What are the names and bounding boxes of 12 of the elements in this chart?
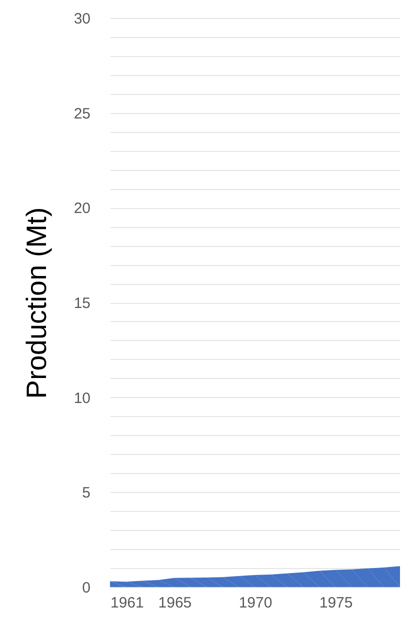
x-tick-label: 1965: [158, 594, 192, 612]
y-tick-label: 20: [74, 200, 90, 218]
x-tick-label: 1975: [319, 594, 353, 612]
y-tick-label: 0: [82, 580, 90, 596]
y-tick-label: 30: [74, 10, 90, 28]
y-tick-label: 15: [74, 295, 90, 312]
y-tick-label: 5: [82, 484, 90, 502]
y-tick-label: 25: [74, 105, 90, 122]
x-tick-label: 1970: [238, 594, 272, 612]
y-axis-title: Production (Mt): [20, 207, 52, 399]
y-tick-label: 10: [74, 390, 90, 407]
x-tick-label: 1961: [110, 594, 144, 612]
